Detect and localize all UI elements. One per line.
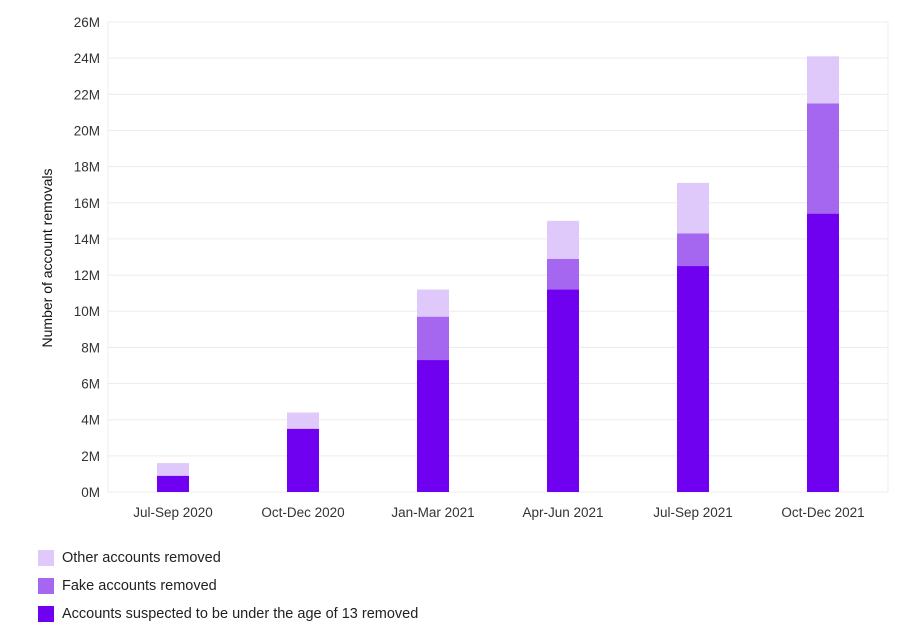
legend-item-under-13: Accounts suspected to be under the age o… [38,600,418,628]
y-tick-label: 10M [74,304,100,319]
y-tick-label: 4M [81,413,100,428]
legend: Other accounts removed Fake accounts rem… [38,544,418,628]
bar-other [677,182,709,234]
legend-swatch-under-13 [38,606,54,622]
y-tick-label: 20M [74,123,100,138]
y-tick-label: 2M [81,449,100,464]
bar-fake [807,103,839,214]
bar-fake [677,233,709,267]
y-tick-label: 22M [74,87,100,102]
bar-under-13 [417,360,449,492]
x-tick-label: Jul-Sep 2021 [653,505,733,520]
legend-label-under-13: Accounts suspected to be under the age o… [62,606,419,622]
y-axis-title: Number of account removals [39,169,55,348]
bar-under-13 [287,428,319,492]
y-tick-label: 26M [74,15,100,30]
stacked-bar-chart: 0M 2M 4M 6M 8M 10M 12M 14M 16M 18M 20M 22M 24M 26M Ju… [39,15,889,520]
legend-swatch-fake [38,578,54,594]
y-tick-label: 6M [81,377,100,392]
y-tick-label: 0M [81,485,100,500]
legend-label-other: Other accounts removed [62,550,221,566]
x-tick-label: Oct-Dec 2020 [261,505,344,520]
x-axis-ticks: Jul-Sep 2020 Oct-Dec 2020 Jan-Mar 2021 Apr-… [133,505,864,520]
bar-other [807,56,839,104]
legend-item-other: Other accounts removed [38,544,418,572]
x-tick-label: Jul-Sep 2020 [133,505,213,520]
x-tick-label: Jan-Mar 2021 [391,505,474,520]
y-tick-label: 8M [81,340,100,355]
x-tick-label: Oct-Dec 2021 [781,505,864,520]
x-tick-label: Apr-Jun 2021 [522,505,603,520]
bar-other [157,463,189,476]
bar-fake [417,316,449,361]
y-tick-label: 24M [74,51,100,66]
legend-swatch-other [38,550,54,566]
bar-other [547,220,579,259]
gridlines [107,21,889,493]
y-tick-label: 16M [74,196,100,211]
y-tick-label: 12M [74,268,100,283]
bar-other [417,289,449,317]
bar-fake [547,258,579,290]
legend-item-fake: Fake accounts removed [38,572,418,600]
bar-other [287,412,319,429]
bar-under-13 [547,289,579,492]
y-tick-label: 18M [74,160,100,175]
bar-under-13 [677,266,709,492]
y-tick-label: 14M [74,232,100,247]
bar-under-13 [807,213,839,492]
legend-label-fake: Fake accounts removed [62,578,217,594]
bars [157,56,839,492]
bar-under-13 [157,475,189,492]
y-axis-ticks: 0M 2M 4M 6M 8M 10M 12M 14M 16M 18M 20M 22M 24M 26M [74,15,100,500]
